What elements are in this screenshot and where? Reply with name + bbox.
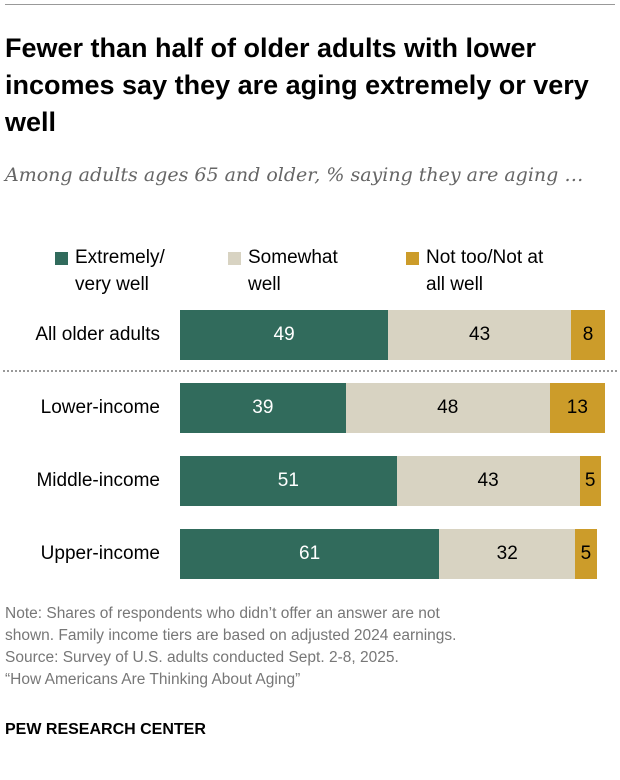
chart-subtitle: Among adults ages 65 and older, % saying…: [5, 164, 584, 186]
legend-swatch: [228, 252, 241, 265]
bar-segment: 5: [579, 456, 601, 506]
category-label: Upper-income: [40, 543, 160, 564]
bar-segment: 8: [571, 310, 605, 360]
bar-segment: 32: [439, 529, 576, 579]
legend-swatch: [55, 252, 68, 265]
category-label: All older adults: [35, 324, 160, 345]
bar-segment: 43: [396, 456, 580, 506]
category-label: Lower-income: [40, 397, 160, 418]
category-label: Middle-income: [36, 470, 160, 491]
note: Note: Shares of respondents who didn’t o…: [5, 605, 457, 688]
legend-label: Extremely/ very well: [75, 247, 165, 295]
bar-segment: 5: [575, 529, 597, 579]
bar-segment: 61: [180, 529, 440, 579]
legend-label: Not too/Not at all well: [426, 247, 544, 295]
bar-segment: 39: [180, 383, 346, 433]
bar-segment: 13: [549, 383, 605, 433]
separator-line: [3, 370, 617, 372]
bar-segment: 43: [388, 310, 571, 360]
brand-logo: PEW RESEARCH CENTER: [5, 721, 206, 738]
chart-title: Fewer than half of older adults with low…: [5, 33, 589, 137]
bar-segment: 49: [180, 310, 389, 360]
bar-segment: 48: [345, 383, 550, 433]
legend-label: Somewhat well: [248, 247, 338, 295]
bar-segment: 51: [180, 456, 397, 506]
legend-swatch: [406, 252, 419, 265]
top-rule: [5, 4, 615, 5]
